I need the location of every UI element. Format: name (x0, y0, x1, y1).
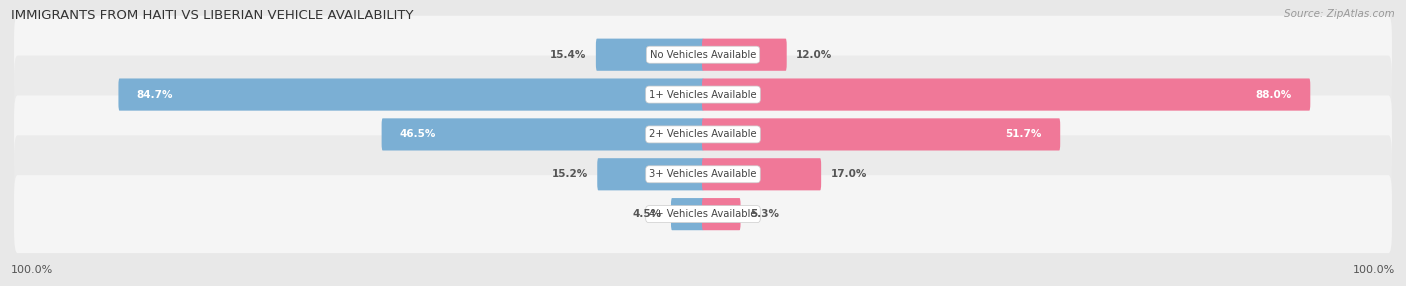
Text: IMMIGRANTS FROM HAITI VS LIBERIAN VEHICLE AVAILABILITY: IMMIGRANTS FROM HAITI VS LIBERIAN VEHICL… (11, 9, 413, 21)
FancyBboxPatch shape (14, 135, 1392, 213)
Text: 100.0%: 100.0% (11, 265, 53, 275)
Text: 46.5%: 46.5% (399, 130, 436, 139)
Text: 88.0%: 88.0% (1256, 90, 1292, 100)
Text: 17.0%: 17.0% (831, 169, 868, 179)
Text: 51.7%: 51.7% (1005, 130, 1042, 139)
Text: 84.7%: 84.7% (136, 90, 173, 100)
FancyBboxPatch shape (381, 118, 704, 150)
FancyBboxPatch shape (702, 78, 1310, 111)
Text: 12.0%: 12.0% (796, 50, 832, 60)
FancyBboxPatch shape (118, 78, 704, 111)
Text: Source: ZipAtlas.com: Source: ZipAtlas.com (1284, 9, 1395, 19)
Text: 15.4%: 15.4% (550, 50, 586, 60)
FancyBboxPatch shape (14, 96, 1392, 173)
Text: 4+ Vehicles Available: 4+ Vehicles Available (650, 209, 756, 219)
Text: No Vehicles Available: No Vehicles Available (650, 50, 756, 60)
FancyBboxPatch shape (596, 39, 704, 71)
Text: 4.5%: 4.5% (633, 209, 662, 219)
FancyBboxPatch shape (702, 198, 741, 230)
FancyBboxPatch shape (14, 175, 1392, 253)
Text: 3+ Vehicles Available: 3+ Vehicles Available (650, 169, 756, 179)
FancyBboxPatch shape (14, 16, 1392, 94)
Text: 1+ Vehicles Available: 1+ Vehicles Available (650, 90, 756, 100)
Text: 100.0%: 100.0% (1353, 265, 1395, 275)
Legend: Immigrants from Haiti, Liberian: Immigrants from Haiti, Liberian (579, 282, 827, 286)
Text: 15.2%: 15.2% (551, 169, 588, 179)
FancyBboxPatch shape (702, 158, 821, 190)
Text: 2+ Vehicles Available: 2+ Vehicles Available (650, 130, 756, 139)
FancyBboxPatch shape (598, 158, 704, 190)
FancyBboxPatch shape (14, 55, 1392, 134)
FancyBboxPatch shape (702, 118, 1060, 150)
Text: 5.3%: 5.3% (749, 209, 779, 219)
FancyBboxPatch shape (702, 39, 787, 71)
FancyBboxPatch shape (671, 198, 704, 230)
